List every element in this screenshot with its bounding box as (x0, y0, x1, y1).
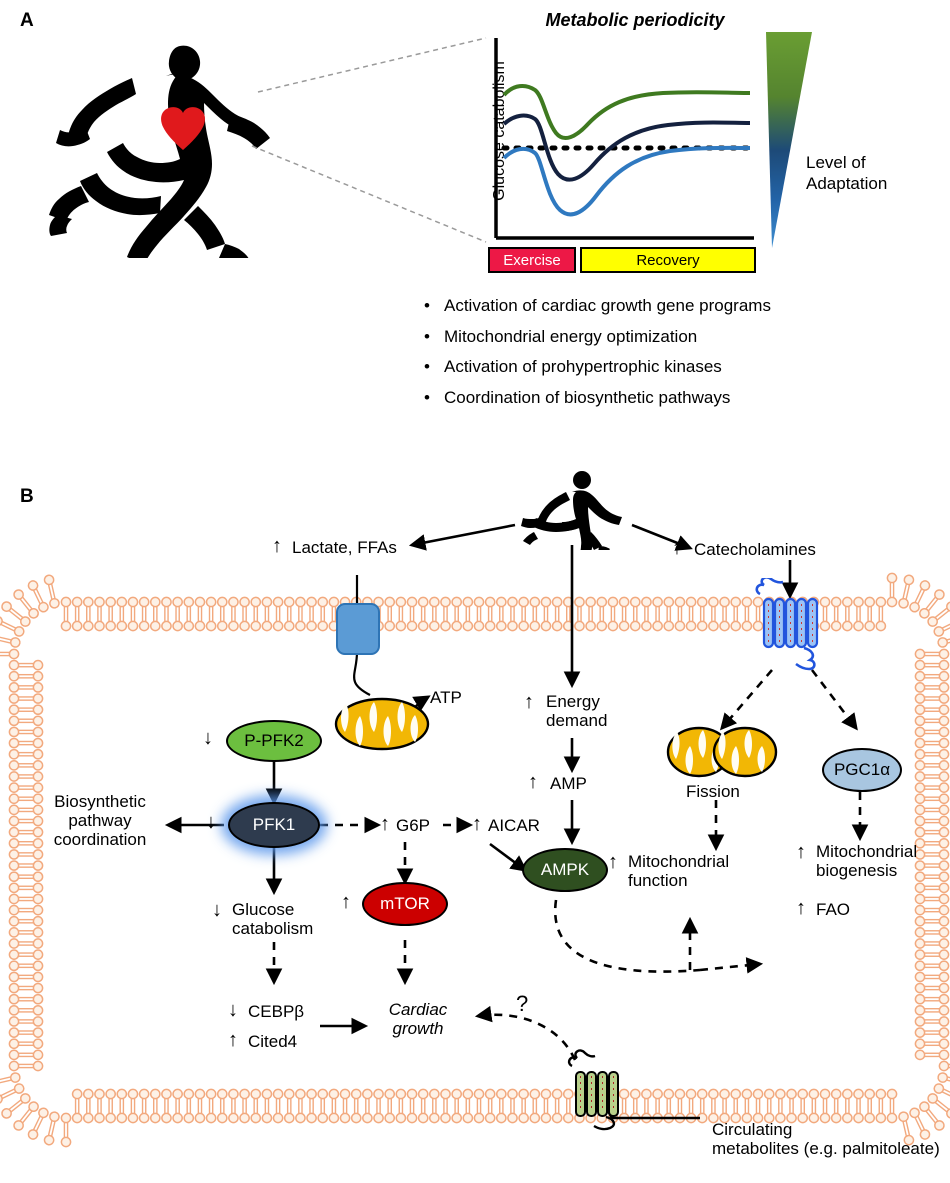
arrow-up-mito-biogenesis-icon: ↑ (796, 841, 806, 863)
list-item-label: Activation of prohypertrophic kinases (444, 357, 722, 377)
phase-bar-exercise-label: Exercise (503, 251, 561, 269)
runner-silhouette-icon-b (521, 471, 622, 550)
panel-b-diagram: P-PFK2 ↓ PFK1 ↓ mTOR ↑ AMPK PGC1α ↑ Lact… (0, 470, 950, 1183)
label-g6p: G6P (396, 816, 431, 835)
label-circulating-metabolites-line1: Circulating (712, 1120, 793, 1139)
list-item: • Activation of cardiac growth gene prog… (424, 296, 944, 316)
label-cardiac-growth: Cardiac growth (366, 1000, 470, 1038)
chart-title: Metabolic periodicity (545, 10, 725, 30)
node-p-pfk2-label: P-PFK2 (244, 731, 304, 750)
gpcr-receptor-green-icon (567, 1049, 619, 1131)
label-cebpb: CEBPβ (248, 1002, 305, 1021)
list-item-label: Mitochondrial energy optimization (444, 326, 698, 346)
list-item-label: Coordination of biosynthetic pathways (444, 388, 731, 408)
label-catecholamines: Catecholamines (694, 540, 816, 559)
label-glucose-catabolism-line1: Glucose (232, 900, 295, 919)
label-cited4: Cited4 (248, 1032, 298, 1051)
chart-series-high (502, 84, 751, 140)
node-pgc1a-label: PGC1α (833, 760, 891, 779)
arrow-up-catecholamines-icon: ↑ (672, 537, 682, 559)
label-energy-demand: Energy demand (546, 692, 607, 730)
node-pgc1a: PGC1α (822, 748, 902, 792)
membrane-transporter-icon (336, 603, 380, 655)
label-lactate-ffas: Lactate, FFAs (292, 538, 397, 557)
label-biosynthetic-coordination: Biosynthetic pathway coordination (30, 792, 170, 849)
label-mito-biogenesis-line1: Mitochondrial (816, 842, 918, 861)
metabolic-periodicity-chart: Glucose catabolism (488, 36, 756, 246)
label-amp: AMP (550, 774, 587, 793)
label-energy-demand-line1: Energy (546, 692, 600, 711)
label-mito-biogenesis-line2: biogenesis (816, 861, 898, 881)
label-question-mark: ? (516, 991, 529, 1016)
adaptation-legend-line1: Level of (806, 153, 866, 172)
panel-b-label: B (20, 486, 34, 507)
adaptation-legend-line2: Adaptation (806, 174, 888, 194)
label-atp: ATP (430, 688, 462, 707)
label-mito-biogenesis: Mitochondrial biogenesis (816, 842, 917, 880)
label-fission: Fission (686, 782, 740, 801)
label-glucose-catabolism: Glucose catabolism (232, 900, 313, 938)
arrow-up-cited4-icon: ↑ (228, 1029, 238, 1051)
arrow-down-glucose-catabolism-icon: ↓ (212, 899, 222, 921)
arrow-up-g6p-icon: ↑ (380, 813, 390, 835)
list-item-label: Activation of cardiac growth gene progra… (444, 296, 771, 315)
label-biosynthetic-line2: pathway (68, 811, 132, 831)
phase-bar-recovery-label: Recovery (636, 251, 700, 269)
node-pfk1: PFK1 (228, 802, 320, 848)
mitochondrion-icon (334, 697, 430, 751)
panel-a-label: A (20, 10, 34, 31)
arrow-down-pfk1-icon: ↓ (206, 811, 216, 833)
list-item: • Coordination of biosynthetic pathways (424, 388, 944, 408)
panel-a-bullet-list: • Activation of cardiac growth gene prog… (424, 296, 944, 420)
arrow-up-mtor-icon: ↑ (341, 891, 351, 913)
label-circulating-metabolites: Circulating metabolites (e.g. palmitolea… (712, 1120, 940, 1158)
arrow-down-cebpb-icon: ↓ (228, 999, 238, 1021)
bullet-marker-icon: • (424, 326, 430, 346)
adaptation-legend-label: Level of Adaptation (806, 152, 936, 195)
phase-bar-recovery: Recovery (580, 247, 756, 273)
list-item: • Activation of prohypertrophic kinases (424, 358, 944, 377)
label-biosynthetic-line1: Biosynthetic (54, 792, 146, 811)
label-mito-function-line1: Mitochondrial (628, 852, 730, 871)
label-mito-function: Mitochondrial function (628, 852, 729, 890)
label-aicar: AICAR (488, 816, 540, 835)
mitochondrion-fission-right-icon (712, 726, 778, 778)
arrow-up-energy-demand-icon: ↑ (524, 691, 534, 713)
node-p-pfk2: P-PFK2 (226, 720, 322, 762)
bullet-marker-icon: • (424, 388, 430, 408)
chart-series-mid (502, 113, 751, 182)
chart-series-low (502, 145, 751, 217)
label-cardiac-growth-line1: Cardiac (388, 1000, 448, 1019)
heart-icon (161, 107, 205, 150)
node-pfk1-label: PFK1 (252, 815, 296, 834)
phase-bar-exercise: Exercise (488, 247, 576, 273)
arrow-up-amp-icon: ↑ (528, 771, 538, 793)
node-ampk-label: AMPK (540, 860, 590, 879)
label-mito-function-line2: function (628, 871, 688, 891)
label-glucose-catabolism-line2: catabolism (232, 919, 314, 939)
bullet-marker-icon: • (424, 296, 430, 315)
label-fao: FAO (816, 900, 851, 919)
arrow-down-p-pfk2-icon: ↓ (203, 727, 213, 749)
node-ampk: AMPK (522, 848, 608, 892)
label-energy-demand-line2: demand (546, 711, 608, 731)
runner-silhouette-icon (49, 45, 270, 258)
gpcr-receptor-blue-icon (755, 578, 819, 671)
arrow-up-mito-function-icon: ↑ (608, 851, 618, 873)
label-biosynthetic-line3: coordination (53, 830, 147, 850)
adaptation-gradient-triangle (766, 32, 812, 248)
label-cardiac-growth-line2: growth (392, 1019, 444, 1039)
node-mtor-label: mTOR (380, 894, 430, 913)
arrow-up-lactate-icon: ↑ (272, 535, 282, 557)
arrow-up-aicar-icon: ↑ (472, 813, 482, 835)
label-circulating-metabolites-line2: metabolites (e.g. palmitoleate) (712, 1139, 940, 1159)
arrow-up-fao-icon: ↑ (796, 897, 806, 919)
node-mtor: mTOR (362, 882, 448, 926)
bullet-marker-icon: • (424, 357, 430, 377)
list-item: • Mitochondrial energy optimization (424, 326, 944, 347)
